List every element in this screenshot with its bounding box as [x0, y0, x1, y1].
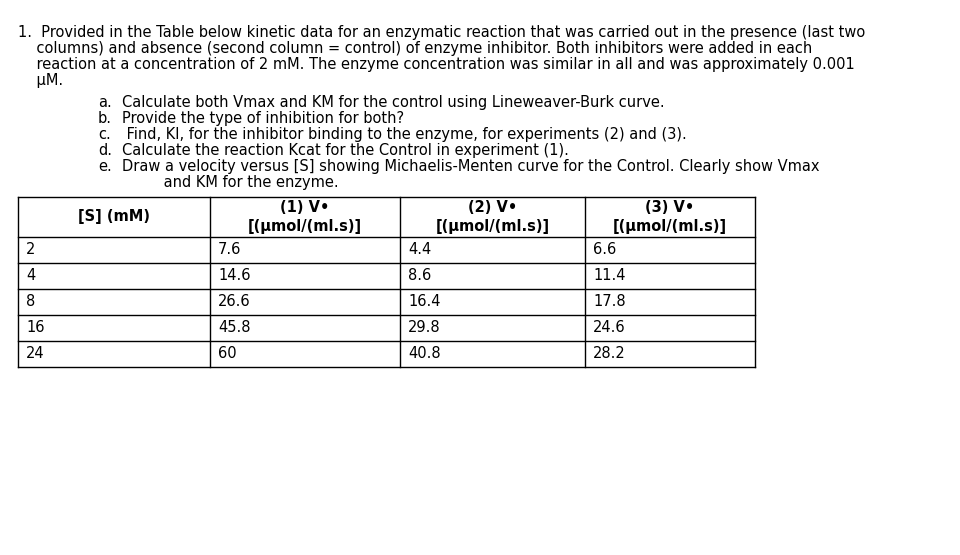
Text: 4: 4	[26, 269, 36, 284]
Text: Provide the type of inhibition for both?: Provide the type of inhibition for both?	[122, 111, 404, 126]
Text: 60: 60	[218, 346, 236, 361]
Text: 45.8: 45.8	[218, 320, 251, 336]
Text: 1.  Provided in the Table below kinetic data for an enzymatic reaction that was : 1. Provided in the Table below kinetic d…	[18, 25, 865, 40]
Text: 14.6: 14.6	[218, 269, 251, 284]
Text: 28.2: 28.2	[593, 346, 626, 361]
Text: and KM for the enzyme.: and KM for the enzyme.	[122, 175, 339, 190]
Text: 16: 16	[26, 320, 44, 336]
Text: d.: d.	[98, 143, 112, 158]
Text: Calculate both Vmax and KM for the control using Lineweaver-Burk curve.: Calculate both Vmax and KM for the contr…	[122, 95, 664, 110]
Text: [S] (mM): [S] (mM)	[78, 209, 150, 225]
Text: 6.6: 6.6	[593, 243, 616, 258]
Text: 16.4: 16.4	[408, 295, 441, 310]
Text: 8.6: 8.6	[408, 269, 431, 284]
Text: 17.8: 17.8	[593, 295, 626, 310]
Text: Calculate the reaction Kcat for the Control in experiment (1).: Calculate the reaction Kcat for the Cont…	[122, 143, 569, 158]
Text: 26.6: 26.6	[218, 295, 251, 310]
Text: 24: 24	[26, 346, 44, 361]
Text: (2) V•
[(μmol/(ml.s)]: (2) V• [(μmol/(ml.s)]	[436, 200, 549, 234]
Text: μM.: μM.	[18, 73, 63, 88]
Text: 2: 2	[26, 243, 36, 258]
Text: c.: c.	[98, 127, 110, 142]
Text: Draw a velocity versus [S] showing Michaelis-Menten curve for the Control. Clear: Draw a velocity versus [S] showing Micha…	[122, 159, 820, 174]
Text: 4.4: 4.4	[408, 243, 431, 258]
Text: 24.6: 24.6	[593, 320, 626, 336]
Text: b.: b.	[98, 111, 112, 126]
Text: (1) V•
[(μmol/(ml.s)]: (1) V• [(μmol/(ml.s)]	[248, 200, 362, 234]
Text: 11.4: 11.4	[593, 269, 626, 284]
Text: (3) V•
[(μmol/(ml.s)]: (3) V• [(μmol/(ml.s)]	[612, 200, 727, 234]
Text: 7.6: 7.6	[218, 243, 241, 258]
Text: a.: a.	[98, 95, 111, 110]
Text: Find, KI, for the inhibitor binding to the enzyme, for experiments (2) and (3).: Find, KI, for the inhibitor binding to t…	[122, 127, 686, 142]
Text: 8: 8	[26, 295, 36, 310]
Text: 29.8: 29.8	[408, 320, 441, 336]
Text: columns) and absence (second column = control) of enzyme inhibitor. Both inhibit: columns) and absence (second column = co…	[18, 41, 812, 56]
Text: reaction at a concentration of 2 mM. The enzyme concentration was similar in all: reaction at a concentration of 2 mM. The…	[18, 57, 854, 72]
Text: 40.8: 40.8	[408, 346, 441, 361]
Text: e.: e.	[98, 159, 111, 174]
